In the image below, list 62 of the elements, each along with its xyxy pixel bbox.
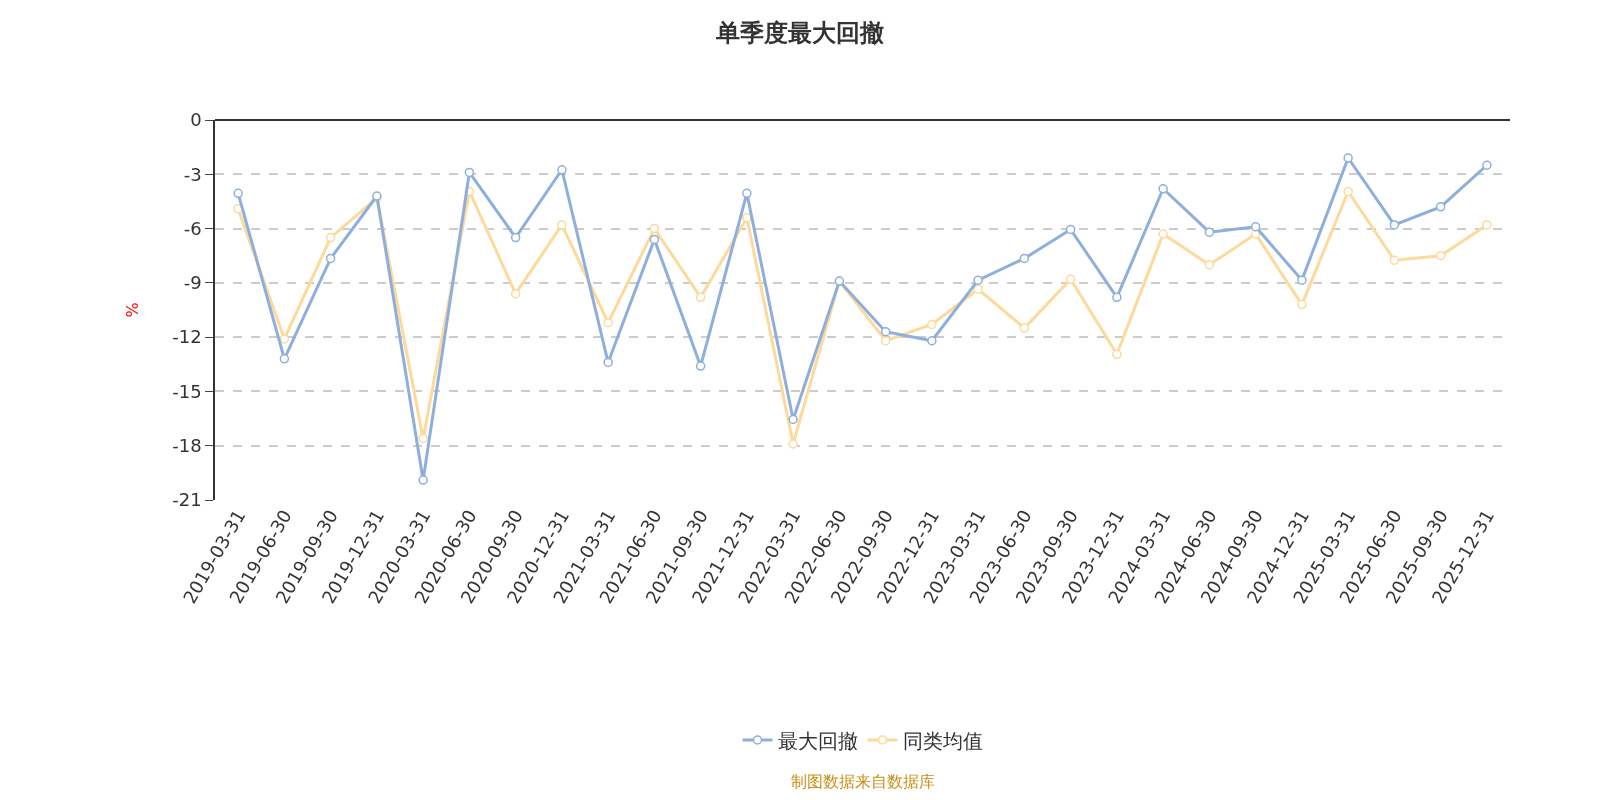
point — [603, 317, 613, 328]
point — [557, 220, 567, 230]
point — [927, 336, 937, 346]
y-tick-label: -9 — [183, 272, 202, 294]
point — [1112, 349, 1122, 360]
point — [1019, 323, 1030, 333]
point — [1112, 292, 1122, 303]
point — [695, 292, 706, 303]
y-tick-label: -15 — [172, 380, 202, 402]
point — [1158, 184, 1168, 194]
point — [1389, 255, 1400, 265]
point — [1065, 224, 1076, 235]
y-tick-label: 0 — [190, 109, 202, 131]
point — [325, 253, 336, 264]
point — [418, 433, 428, 444]
chart-title: 单季度最大回撤 — [715, 18, 884, 47]
y-tick-label: -6 — [183, 217, 202, 239]
point — [927, 319, 937, 330]
y-tick-label: -18 — [172, 435, 202, 457]
point — [464, 167, 475, 178]
point — [1389, 220, 1400, 230]
point — [1019, 253, 1030, 264]
point — [279, 334, 290, 344]
point — [1482, 220, 1492, 230]
point — [1435, 250, 1446, 261]
point — [1065, 274, 1076, 284]
point — [973, 275, 983, 285]
point — [1297, 299, 1307, 310]
point — [880, 326, 891, 337]
point — [418, 475, 428, 485]
legend-label: 最大回撤 — [777, 728, 858, 753]
point — [1204, 227, 1215, 237]
point — [788, 414, 798, 425]
point — [233, 188, 243, 199]
point — [325, 232, 336, 243]
legend-label: 同类均值 — [902, 728, 983, 753]
point — [1435, 202, 1446, 212]
point — [1343, 153, 1353, 163]
point — [973, 284, 983, 294]
point — [1297, 275, 1307, 285]
point — [1250, 222, 1261, 232]
point — [695, 361, 706, 371]
point — [742, 188, 752, 199]
point — [510, 288, 521, 299]
y-tick-label: -3 — [183, 163, 202, 185]
point — [649, 234, 660, 245]
point — [1482, 160, 1492, 170]
point — [1204, 260, 1215, 270]
point — [1343, 186, 1353, 197]
point — [1158, 229, 1168, 239]
point — [279, 354, 290, 364]
point — [603, 357, 613, 368]
point — [557, 165, 567, 175]
point — [880, 336, 891, 346]
point — [788, 439, 798, 449]
y-tick-label: -21 — [172, 489, 202, 511]
point — [742, 212, 752, 223]
text: 制图数据来自数据库 — [791, 772, 935, 791]
point — [510, 232, 521, 243]
point — [649, 223, 660, 234]
y-axis-title: % — [122, 302, 142, 318]
y-tick-label: -12 — [172, 326, 202, 348]
